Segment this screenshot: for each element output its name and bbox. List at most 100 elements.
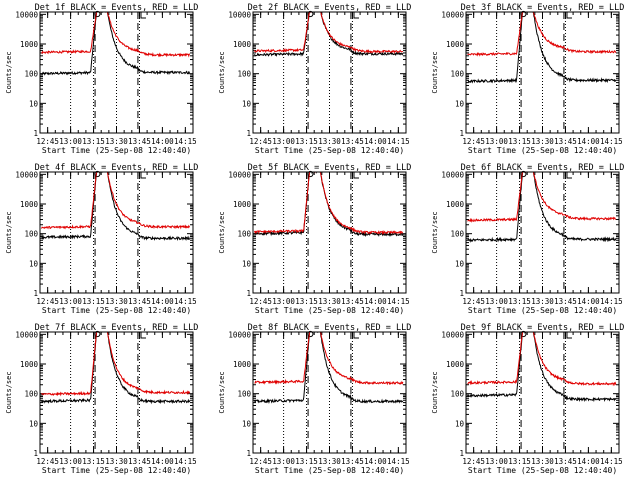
y-tick-label: 1000: [446, 360, 465, 369]
top-marker-bracket: [140, 172, 146, 179]
lld-series-line: [254, 332, 404, 386]
y-tick-label: 1: [246, 449, 251, 458]
chart-title: Det 2f BLACK = Events, RED = LLD: [248, 3, 412, 13]
y-tick-label: 10: [29, 259, 39, 268]
y-tick-label: 100: [237, 230, 251, 239]
chart-title: Det 1f BLACK = Events, RED = LLD: [35, 3, 199, 13]
top-marker-bracket: [353, 332, 359, 339]
y-tick-label: 10000: [441, 10, 464, 19]
x-axis-label: Start Time (25-Sep-08 12:40:40): [468, 306, 617, 315]
chart-panel: Det 9f BLACK = Events, RED = LLD Counts/s…: [431, 323, 624, 475]
x-tick-label: 13:30: [531, 457, 554, 466]
x-tick-label: 14:00: [364, 297, 387, 306]
x-axis-label: Start Time (25-Sep-08 12:40:40): [255, 306, 404, 315]
x-tick-label: 13:15: [295, 297, 318, 306]
x-tick-label: 14:00: [577, 457, 600, 466]
x-tick-label: 14:15: [600, 137, 623, 146]
chart-panel: Det 3f BLACK = Events, RED = LLD Counts/s…: [431, 3, 624, 155]
lld-series-line: [467, 12, 617, 57]
x-tick-label: 14:15: [174, 457, 197, 466]
x-tick-label: 12:45: [249, 457, 272, 466]
lld-series-line: [41, 332, 191, 397]
events-series-line: [41, 332, 191, 405]
x-tick-label: 13:00: [59, 297, 82, 306]
y-tick-label: 10: [29, 419, 39, 428]
lld-series-line: [254, 172, 403, 235]
x-tick-label: 12:45: [36, 297, 59, 306]
y-axis-label: Counts/sec: [218, 211, 226, 253]
top-marker-circle: [520, 330, 527, 338]
x-tick-label: 12:45: [462, 457, 485, 466]
chart-panel: Det 1f BLACK = Events, RED = LLD Counts/s…: [5, 3, 198, 155]
plot-frame: [252, 331, 407, 454]
lld-series-line: [467, 172, 617, 223]
x-tick-label: 13:45: [554, 297, 577, 306]
x-tick-label: 13:15: [508, 457, 531, 466]
x-tick-label: 14:15: [600, 457, 623, 466]
y-axis-label: Counts/sec: [5, 211, 13, 253]
x-tick-label: 14:00: [577, 137, 600, 146]
y-tick-label: 10000: [228, 170, 251, 179]
y-tick-label: 100: [237, 70, 251, 79]
x-tick-label: 12:45: [36, 457, 59, 466]
events-series-line: [467, 12, 617, 84]
chart-title: Det 3f BLACK = Events, RED = LLD: [461, 3, 625, 13]
plot-frame: [39, 11, 194, 134]
x-tick-label: 13:00: [485, 297, 508, 306]
plot-frame: [465, 331, 620, 454]
y-tick-label: 10: [242, 99, 252, 108]
events-series-line: [467, 172, 617, 243]
x-tick-label: 12:45: [249, 137, 272, 146]
y-axis-label: Counts/sec: [431, 51, 439, 93]
x-tick-label: 14:00: [151, 297, 174, 306]
top-marker-bracket: [140, 12, 146, 19]
x-tick-label: 13:00: [272, 297, 295, 306]
y-tick-label: 10: [242, 419, 252, 428]
x-axis-label: Start Time (25-Sep-08 12:40:40): [468, 466, 617, 475]
events-series-line: [254, 172, 404, 238]
x-tick-label: 13:30: [105, 457, 128, 466]
x-tick-label: 12:45: [462, 137, 485, 146]
x-axis-label: Start Time (25-Sep-08 12:40:40): [255, 466, 404, 475]
chart-panel: Det 5f BLACK = Events, RED = LLD Counts/s…: [218, 163, 411, 315]
chart-panel: Det 4f BLACK = Events, RED = LLD Counts/s…: [5, 163, 198, 315]
y-axis-label: Counts/sec: [5, 51, 13, 93]
y-tick-label: 10000: [441, 330, 464, 339]
x-tick-label: 13:30: [531, 297, 554, 306]
x-tick-label: 13:45: [341, 297, 364, 306]
y-tick-label: 1: [33, 129, 38, 138]
x-tick-label: 13:45: [341, 457, 364, 466]
plot-frame: [252, 171, 407, 294]
plot-frame: [39, 331, 194, 454]
y-tick-label: 100: [450, 230, 464, 239]
x-tick-label: 13:15: [295, 137, 318, 146]
x-tick-label: 12:45: [462, 297, 485, 306]
x-tick-label: 13:45: [554, 137, 577, 146]
chart-title: Det 5f BLACK = Events, RED = LLD: [248, 163, 412, 173]
y-tick-label: 100: [24, 390, 38, 399]
chart-title: Det 6f BLACK = Events, RED = LLD: [461, 163, 625, 173]
x-tick-label: 13:15: [508, 137, 531, 146]
y-axis-label: Counts/sec: [431, 211, 439, 253]
x-tick-label: 14:00: [364, 137, 387, 146]
y-tick-label: 1: [246, 129, 251, 138]
x-tick-label: 13:00: [59, 137, 82, 146]
x-axis-label: Start Time (25-Sep-08 12:40:40): [42, 146, 191, 155]
top-marker-bracket: [353, 172, 359, 179]
x-tick-label: 13:15: [295, 457, 318, 466]
y-tick-label: 100: [450, 70, 464, 79]
y-tick-label: 1: [459, 129, 464, 138]
top-marker-circle: [94, 10, 101, 18]
x-tick-label: 14:15: [174, 137, 197, 146]
x-tick-label: 14:00: [151, 457, 174, 466]
y-tick-label: 10000: [15, 330, 38, 339]
y-tick-label: 10: [455, 99, 465, 108]
plot-frame: [252, 11, 407, 134]
y-tick-label: 1: [33, 289, 38, 298]
x-tick-label: 13:00: [59, 457, 82, 466]
chart-title: Det 9f BLACK = Events, RED = LLD: [461, 323, 625, 333]
x-tick-label: 13:15: [508, 297, 531, 306]
x-tick-label: 13:15: [82, 137, 105, 146]
top-marker-bracket: [353, 12, 359, 19]
y-axis-label: Counts/sec: [218, 51, 226, 93]
